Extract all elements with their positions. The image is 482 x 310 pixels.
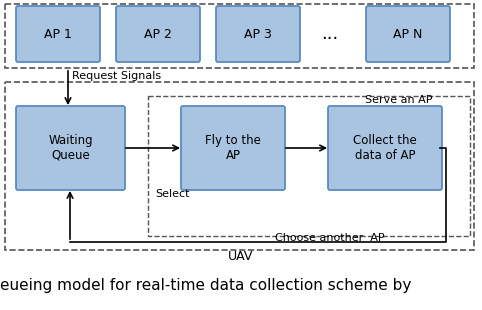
Text: AP N: AP N	[393, 28, 423, 41]
Text: AP 2: AP 2	[144, 28, 172, 41]
Text: Collect the
data of AP: Collect the data of AP	[353, 134, 417, 162]
FancyBboxPatch shape	[216, 6, 300, 62]
FancyBboxPatch shape	[366, 6, 450, 62]
Bar	[5, 82, 474, 250]
FancyBboxPatch shape	[328, 106, 442, 190]
FancyBboxPatch shape	[181, 106, 285, 190]
Bar	[5, 4, 474, 68]
Text: Fly to the
AP: Fly to the AP	[205, 134, 261, 162]
Text: UAV: UAV	[228, 250, 254, 263]
Text: Select: Select	[155, 189, 189, 199]
Text: Serve an AP: Serve an AP	[365, 95, 432, 105]
Text: AP 3: AP 3	[244, 28, 272, 41]
FancyBboxPatch shape	[116, 6, 200, 62]
FancyBboxPatch shape	[16, 6, 100, 62]
Text: ...: ...	[321, 25, 339, 43]
Text: Request Signals: Request Signals	[72, 71, 161, 81]
Text: Waiting
Queue: Waiting Queue	[48, 134, 93, 162]
Bar	[148, 96, 470, 236]
Text: Choose another  AP: Choose another AP	[275, 233, 385, 243]
FancyBboxPatch shape	[16, 106, 125, 190]
Text: eueing model for real-time data collection scheme by: eueing model for real-time data collecti…	[0, 278, 411, 293]
Text: AP 1: AP 1	[44, 28, 72, 41]
